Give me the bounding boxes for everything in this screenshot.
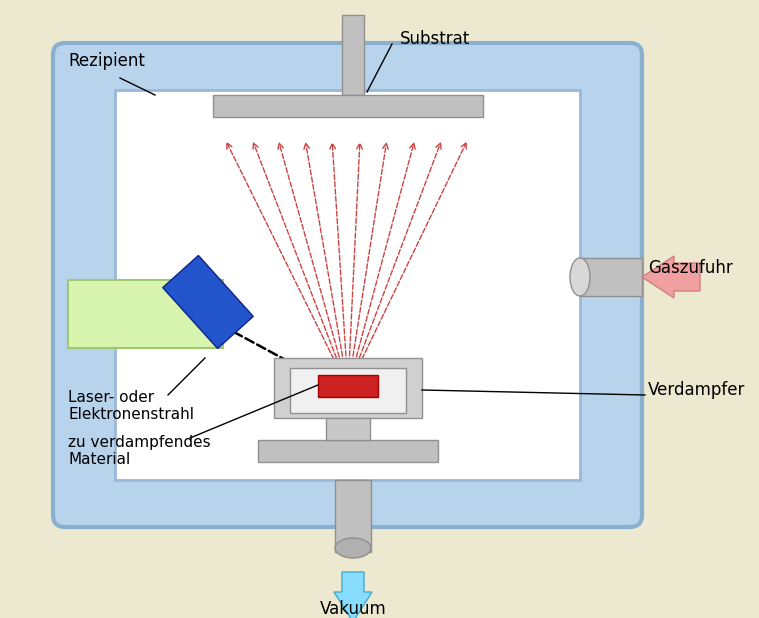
- Bar: [68, 280, 223, 348]
- Bar: [326, 418, 370, 440]
- FancyBboxPatch shape: [53, 43, 642, 527]
- Text: Gaszufuhr: Gaszufuhr: [648, 259, 732, 277]
- Bar: [335, 480, 371, 552]
- Text: Substrat: Substrat: [400, 30, 471, 48]
- Bar: [318, 375, 378, 397]
- Bar: [274, 358, 422, 418]
- Bar: [115, 90, 580, 480]
- Text: Vakuum: Vakuum: [320, 600, 386, 618]
- Polygon shape: [162, 255, 254, 349]
- Bar: [290, 368, 406, 413]
- Bar: [342, 15, 364, 95]
- Text: Verdampfer: Verdampfer: [648, 381, 745, 399]
- Bar: [213, 95, 483, 117]
- Bar: [258, 440, 438, 462]
- Text: Laser- oder
Elektronenstrahl: Laser- oder Elektronenstrahl: [68, 390, 194, 422]
- Ellipse shape: [570, 258, 590, 296]
- Bar: [580, 258, 642, 296]
- Text: zu verdampfendes
Material: zu verdampfendes Material: [68, 435, 211, 467]
- Text: Rezipient: Rezipient: [68, 52, 145, 70]
- FancyArrow shape: [642, 256, 700, 298]
- Ellipse shape: [335, 538, 371, 558]
- FancyArrow shape: [334, 572, 372, 618]
